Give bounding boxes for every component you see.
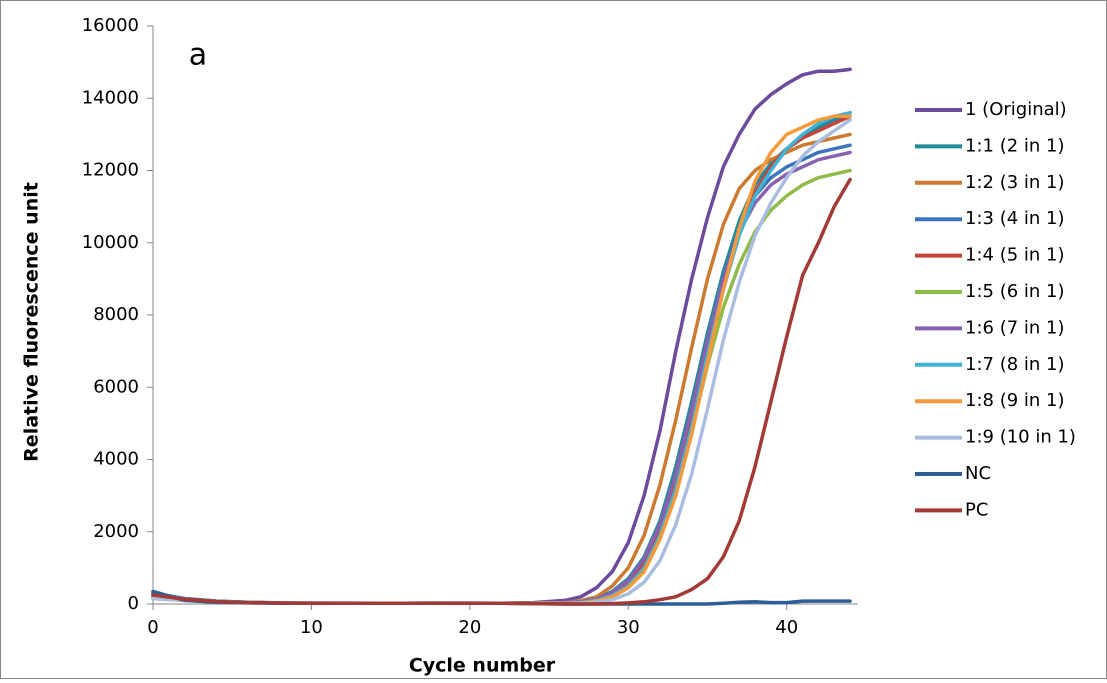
y-tick-label: 14000: [82, 87, 139, 108]
x-tick-label: 10: [300, 617, 323, 638]
y-axis-label: Relative fluorescence unit: [21, 182, 43, 462]
y-tick-label: 2000: [93, 521, 139, 542]
legend-label: 1:1 (2 in 1): [965, 135, 1065, 156]
series-line: [151, 177, 852, 606]
legend-label: PC: [965, 499, 988, 520]
y-tick-label: 8000: [93, 304, 139, 325]
legend-label: 1:7 (8 in 1): [965, 354, 1065, 375]
y-tick-label: 12000: [82, 160, 139, 181]
legend-label: 1:5 (6 in 1): [965, 281, 1065, 302]
legend-label: 1:2 (3 in 1): [965, 172, 1065, 193]
x-tick-label: 0: [147, 617, 158, 638]
legend-label: 1 (Original): [965, 99, 1067, 120]
legend-label: 1:8 (9 in 1): [965, 390, 1065, 411]
legend-label: 1:4 (5 in 1): [965, 245, 1065, 266]
y-tick-label: 6000: [93, 376, 139, 397]
x-axis-label: Cycle number: [409, 655, 556, 677]
legend-label: 1:6 (7 in 1): [965, 317, 1065, 338]
x-tick-label: 30: [617, 617, 640, 638]
legend-label: 1:9 (10 in 1): [965, 427, 1076, 448]
legend-label: 1:3 (4 in 1): [965, 208, 1065, 229]
annotation: a: [189, 38, 207, 73]
y-tick-label: 4000: [93, 449, 139, 470]
x-tick-label: 40: [775, 617, 798, 638]
y-tick-label: 16000: [82, 15, 139, 36]
y-tick-label: 0: [128, 593, 139, 614]
y-tick-label: 10000: [82, 232, 139, 253]
x-tick-label: 20: [458, 617, 481, 638]
legend-label: NC: [965, 463, 991, 484]
